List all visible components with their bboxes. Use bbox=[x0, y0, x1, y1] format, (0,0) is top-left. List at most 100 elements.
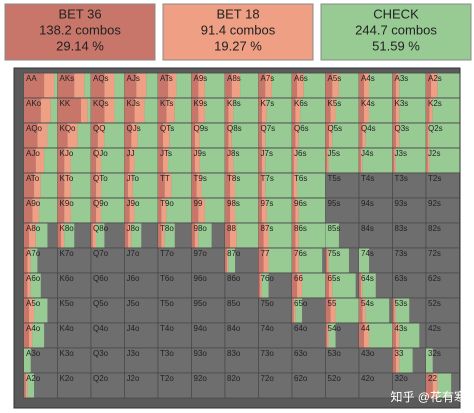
freq-segment bbox=[426, 373, 433, 398]
freq-segment bbox=[364, 73, 370, 98]
freq-segment bbox=[96, 148, 102, 173]
freq-segment bbox=[228, 98, 234, 123]
freq-segment bbox=[362, 298, 366, 323]
freq-segment bbox=[191, 123, 195, 148]
cell-bg bbox=[57, 297, 92, 324]
freq-segment bbox=[266, 198, 292, 223]
freq-segment bbox=[362, 148, 393, 173]
freq-segment bbox=[198, 198, 205, 223]
hand-label: A6s bbox=[294, 74, 308, 83]
cell-bg bbox=[191, 322, 226, 349]
freq-segment bbox=[258, 98, 262, 123]
freq-segment bbox=[77, 123, 91, 148]
freq-segment bbox=[114, 73, 125, 98]
freq-segment bbox=[295, 298, 303, 323]
freq-segment bbox=[29, 223, 36, 248]
freq-segment bbox=[332, 273, 356, 298]
freq-segment bbox=[325, 323, 328, 348]
freq-segment bbox=[325, 298, 331, 323]
hand-label: 85s bbox=[328, 224, 341, 233]
freq-segment bbox=[369, 323, 393, 348]
freq-segment bbox=[265, 148, 292, 173]
freq-segment bbox=[298, 248, 323, 273]
freq-segment bbox=[230, 223, 237, 248]
freq-segment bbox=[40, 173, 58, 198]
freq-segment bbox=[298, 123, 326, 148]
freq-segment bbox=[365, 123, 393, 148]
hand-label: J6s bbox=[294, 149, 306, 158]
hand-label: A4s bbox=[361, 74, 375, 83]
hand-label: Q7s bbox=[261, 124, 276, 133]
freq-segment bbox=[292, 73, 298, 98]
cell-bg bbox=[325, 197, 360, 224]
cell-bg bbox=[325, 347, 360, 374]
freq-segment bbox=[204, 73, 225, 98]
freq-segment bbox=[362, 273, 376, 298]
action-percent: 29.14 % bbox=[56, 38, 104, 53]
freq-segment bbox=[233, 98, 259, 123]
freq-segment bbox=[60, 223, 65, 248]
hand-label: 97s bbox=[261, 199, 274, 208]
freq-segment bbox=[124, 198, 130, 223]
hand-label: 64s bbox=[361, 274, 374, 283]
cell-bg bbox=[157, 322, 192, 349]
cell-bg bbox=[425, 322, 460, 349]
freq-segment bbox=[80, 98, 88, 123]
hand-label: 86s bbox=[294, 224, 307, 233]
freq-segment bbox=[392, 298, 395, 323]
freq-segment bbox=[35, 223, 48, 248]
cell-bg bbox=[90, 372, 125, 399]
hand-label: A8o bbox=[26, 224, 41, 233]
freq-segment bbox=[362, 123, 366, 148]
freq-segment bbox=[114, 98, 125, 123]
freq-segment bbox=[96, 173, 102, 198]
freq-segment bbox=[164, 173, 172, 198]
freq-segment bbox=[91, 198, 97, 223]
freq-segment bbox=[395, 148, 426, 173]
hand-label: 65o bbox=[294, 299, 308, 308]
hand-label: Q7o bbox=[93, 249, 109, 258]
hand-label: K5s bbox=[328, 99, 342, 108]
hand-label: QJs bbox=[127, 124, 141, 133]
hand-label: 75s bbox=[328, 249, 341, 258]
cell-bg bbox=[392, 172, 427, 199]
hand-label: K2s bbox=[428, 99, 442, 108]
hand-label: 54s bbox=[361, 299, 374, 308]
cell-bg bbox=[425, 197, 460, 224]
freq-segment bbox=[359, 148, 361, 173]
hand-label: Q3s bbox=[395, 124, 410, 133]
hand-label: QJo bbox=[93, 149, 108, 158]
cell-bg bbox=[291, 322, 326, 349]
hand-label: 43o bbox=[361, 349, 375, 358]
freq-segment bbox=[258, 223, 264, 248]
hand-label: T5s bbox=[328, 174, 341, 183]
freq-segment bbox=[129, 148, 135, 173]
freq-segment bbox=[29, 298, 35, 323]
freq-segment bbox=[325, 73, 333, 98]
hand-label: Q9o bbox=[93, 199, 109, 208]
freq-segment bbox=[134, 98, 145, 123]
hand-label: 83o bbox=[227, 349, 241, 358]
freq-segment bbox=[295, 198, 299, 223]
freq-segment bbox=[24, 223, 30, 248]
freq-segment bbox=[226, 248, 229, 273]
hand-label: 63s bbox=[395, 274, 408, 283]
freq-segment bbox=[163, 123, 170, 148]
freq-segment bbox=[225, 223, 231, 248]
freq-segment bbox=[91, 223, 93, 248]
hand-label: 54o bbox=[328, 324, 342, 333]
action-name: CHECK bbox=[373, 6, 419, 21]
freq-segment bbox=[204, 98, 225, 123]
freq-segment bbox=[293, 298, 296, 323]
freq-segment bbox=[127, 173, 133, 198]
hand-label: Q9s bbox=[194, 124, 209, 133]
freq-segment bbox=[84, 73, 91, 98]
freq-segment bbox=[261, 98, 267, 123]
cell-bg bbox=[191, 347, 226, 374]
freq-segment bbox=[335, 298, 359, 323]
hand-label: A4o bbox=[26, 324, 41, 333]
freq-segment bbox=[134, 198, 158, 223]
cell-bg bbox=[358, 222, 393, 249]
hand-label: J3s bbox=[395, 149, 407, 158]
hand-label: T4o bbox=[160, 324, 174, 333]
